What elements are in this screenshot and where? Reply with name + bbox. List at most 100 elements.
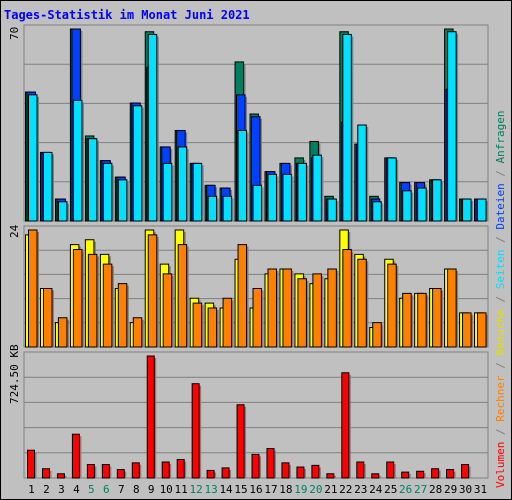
x-tick-label: 21: [324, 483, 337, 496]
x-tick-label: 17: [264, 483, 277, 496]
seiten-bar: [252, 184, 263, 222]
x-tick-label: 11: [175, 483, 188, 496]
volumen-bar: [191, 383, 200, 479]
volumen-bar: [386, 461, 395, 479]
legend-entry: Anfragen: [494, 110, 507, 163]
seiten-bar: [177, 146, 188, 222]
legend-entry: Seiten: [494, 250, 507, 290]
x-tick-label: 3: [58, 483, 65, 496]
seiten-bar: [417, 187, 427, 222]
volumen-bar: [116, 469, 125, 479]
seiten-bar: [327, 198, 337, 222]
volumen-bar: [446, 469, 455, 479]
legend-entry: Besuche: [494, 309, 507, 355]
seiten-bar: [267, 173, 277, 222]
seiten-bar: [222, 195, 233, 222]
volumen-bar: [281, 462, 290, 479]
legend-entry: /: [494, 422, 507, 442]
x-tick-label: 23: [354, 483, 367, 496]
rechner-bar: [402, 292, 412, 348]
legend-entry: /: [494, 289, 507, 309]
volumen-bar: [206, 469, 215, 479]
volumen-bar: [146, 355, 155, 479]
x-tick-label: 5: [88, 483, 95, 496]
volumen-bar: [101, 464, 110, 479]
top-panel-max-label: 70: [8, 27, 21, 40]
seiten-bar: [117, 179, 128, 222]
volumen-bar: [161, 461, 170, 479]
x-tick-label: 4: [73, 483, 80, 496]
x-tick-label: 2: [43, 483, 50, 496]
x-tick-label: 22: [339, 483, 352, 496]
x-tick-label: 15: [234, 483, 247, 496]
seiten-bar: [162, 162, 173, 222]
chart-title: Tages-Statistik im Monat Juni 2021: [4, 8, 250, 22]
rechner-bar: [462, 312, 472, 348]
bottom-panel-max-label: 724.50 KB: [8, 344, 21, 404]
seiten-bar: [432, 179, 442, 222]
legend-entry: /: [494, 230, 507, 250]
seiten-bar: [72, 99, 83, 222]
rechner-bar: [177, 244, 188, 348]
rechner-bar: [312, 273, 322, 348]
rechner-bar: [222, 297, 233, 348]
volumen-bar: [27, 449, 35, 479]
rechner-bar: [417, 292, 427, 348]
seiten-bar: [132, 105, 143, 222]
seiten-bar: [57, 201, 68, 222]
x-tick-label: 8: [133, 483, 140, 496]
rechner-bar: [72, 249, 83, 348]
rechner-bar: [42, 288, 53, 348]
x-tick-label: 30: [459, 483, 472, 496]
x-tick-label: 25: [384, 483, 397, 496]
rechner-bar: [282, 268, 292, 348]
rechner-bar: [132, 317, 143, 348]
rechner-bar: [387, 263, 397, 348]
seiten-bar: [477, 198, 487, 222]
volumen-bar: [356, 461, 365, 479]
rechner-bar: [147, 234, 158, 348]
volumen-bar: [431, 468, 440, 479]
volumen-bar: [56, 473, 65, 479]
volumen-bar: [131, 462, 140, 479]
x-tick-label: 13: [204, 483, 217, 496]
seiten-bar: [207, 195, 218, 222]
seiten-bar: [87, 138, 98, 222]
seiten-bar: [462, 198, 472, 222]
x-tick-label: 6: [103, 483, 110, 496]
x-tick-label: 29: [444, 483, 457, 496]
seiten-bar: [237, 129, 248, 222]
x-tick-label: 7: [118, 483, 125, 496]
volumen-bar: [176, 458, 185, 479]
x-tick-label: 19: [294, 483, 307, 496]
rechner-bar: [192, 302, 203, 348]
seiten-bar: [192, 162, 203, 222]
rechner-bar: [87, 253, 98, 348]
rechner-bar: [357, 258, 367, 348]
x-tick-label: 28: [429, 483, 442, 496]
seiten-bar: [312, 154, 322, 222]
x-tick-label: 10: [160, 483, 173, 496]
volumen-bar: [326, 473, 335, 479]
x-tick-label: 27: [414, 483, 427, 496]
x-tick-label: 14: [219, 483, 233, 496]
volumen-bar: [341, 372, 350, 479]
rechner-bar: [477, 312, 487, 348]
legend: Volumen / Rechner / Besuche / Seiten / D…: [494, 110, 507, 488]
x-tick-label: 9: [148, 483, 155, 496]
seiten-bar: [42, 151, 53, 222]
volumen-bar: [236, 404, 245, 479]
volumen-bar: [311, 464, 320, 479]
volumen-bar: [86, 464, 95, 479]
rechner-bar: [372, 322, 382, 348]
seiten-bar: [372, 201, 382, 222]
rechner-bar: [117, 283, 128, 348]
seiten-bar: [282, 173, 292, 222]
x-tick-label: 18: [279, 483, 292, 496]
seiten-bar: [447, 31, 457, 222]
rechner-bar: [252, 288, 263, 348]
rechner-bar: [297, 278, 307, 348]
rechner-bar: [28, 229, 38, 348]
seiten-bar: [102, 162, 113, 222]
